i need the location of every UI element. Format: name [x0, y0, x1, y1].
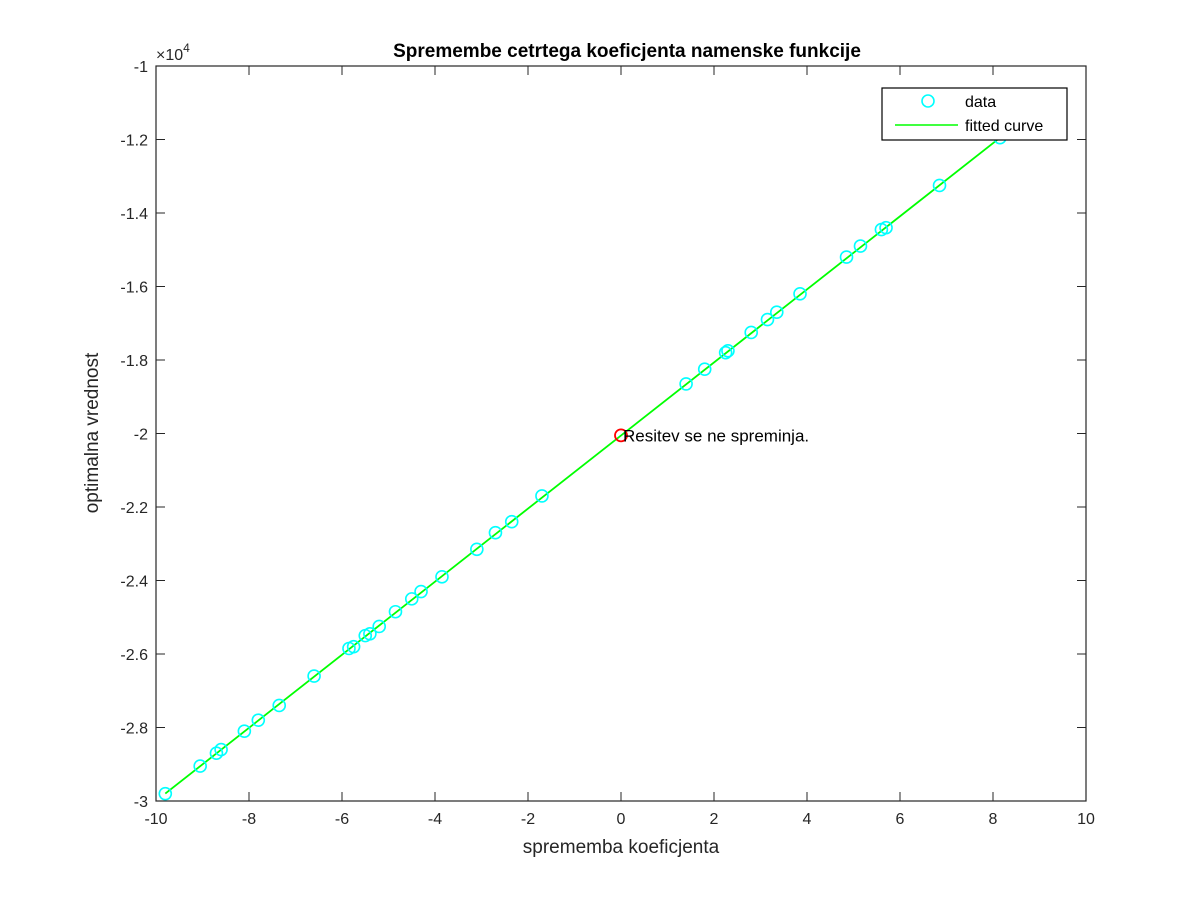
x-tick-label: 4: [803, 811, 812, 828]
chart-title: Spremembe cetrtega koeficjenta namenske …: [393, 41, 861, 62]
data-point: [879, 220, 893, 235]
x-tick-label: -10: [144, 811, 167, 828]
axis-ticks: [155, 65, 1087, 802]
x-tick-labels: -10 -8 -6 -4 -2 0 2 4 6 8 10: [144, 811, 1095, 828]
data-point: [793, 287, 807, 301]
data-point: [404, 592, 419, 606]
data-point: [346, 639, 361, 654]
y-tick-label: -2.8: [120, 721, 148, 738]
x-axis-label: sprememba koeficjenta: [523, 837, 720, 858]
x-tick-label: -8: [242, 811, 256, 828]
y-exponent-label: ×104: [156, 41, 190, 64]
x-tick-label: 6: [896, 811, 905, 828]
data-point: [158, 786, 173, 801]
x-tick-label: 8: [989, 811, 998, 828]
y-tick-label: -2.2: [120, 500, 148, 517]
data-point: [363, 626, 377, 641]
y-tick-label: -1.6: [120, 280, 148, 297]
highlight-layer: [614, 428, 628, 443]
data-point: [744, 325, 759, 340]
highlight-point: [614, 428, 628, 443]
data-point: [488, 525, 503, 540]
annotation-text: Resitev se ne spreminja.: [623, 426, 809, 445]
y-tick-label: -3: [134, 794, 148, 811]
data-point: [760, 312, 775, 327]
fitted-curve-line: [164, 136, 1001, 795]
data-point: [853, 239, 868, 253]
legend-data-marker: [921, 94, 935, 108]
x-tick-label: 0: [617, 811, 626, 828]
data-point: [388, 604, 403, 619]
data-point: [307, 669, 321, 683]
data-point: [679, 377, 693, 391]
x-tick-label: -6: [335, 811, 349, 828]
data-point: [535, 489, 549, 503]
data-point: [932, 178, 947, 193]
y-tick-label: -1.4: [120, 206, 148, 223]
x-tick-label: 10: [1077, 811, 1095, 828]
data-point: [718, 345, 733, 360]
data-point: [769, 305, 784, 320]
y-tick-label: -1.8: [120, 353, 148, 370]
data-points-layer: [158, 130, 1007, 801]
legend-label-data: data: [965, 94, 996, 111]
data-point: [237, 724, 252, 738]
data-point: [414, 584, 428, 599]
y-axis-label: optimalna vrednost: [82, 352, 103, 513]
y-tick-labels: -3 -2.8 -2.6 -2.4 -2.2 -2 -1.8 -1.6 -1.4 -1.2 -1: [120, 59, 148, 811]
data-point: [372, 619, 387, 634]
y-tick-label: -2.6: [120, 647, 148, 664]
y-tick-label: -1.2: [120, 133, 148, 150]
data-point: [193, 759, 207, 773]
legend: data fitted curve: [881, 87, 1068, 141]
x-tick-label: -2: [521, 811, 535, 828]
fitted-curve-layer: [164, 136, 1001, 795]
data-point: [251, 713, 266, 727]
y-tick-label: -2.4: [120, 574, 148, 591]
legend-label-fitted-curve: fitted curve: [965, 118, 1043, 135]
data-point: [504, 514, 519, 529]
data-point: [209, 746, 224, 761]
data-point: [721, 344, 735, 358]
y-tick-label: -2: [134, 427, 148, 444]
legend-box: [881, 87, 1068, 141]
y-tick-label: -1: [134, 59, 148, 76]
data-point: [435, 570, 449, 584]
data-point: [470, 542, 484, 557]
data-point: [214, 742, 228, 757]
axes-box: [155, 65, 1087, 802]
data-point: [272, 698, 287, 713]
x-tick-label: 2: [710, 811, 719, 828]
data-point: [839, 250, 854, 264]
x-tick-label: -4: [428, 811, 442, 828]
data-point: [697, 362, 712, 376]
